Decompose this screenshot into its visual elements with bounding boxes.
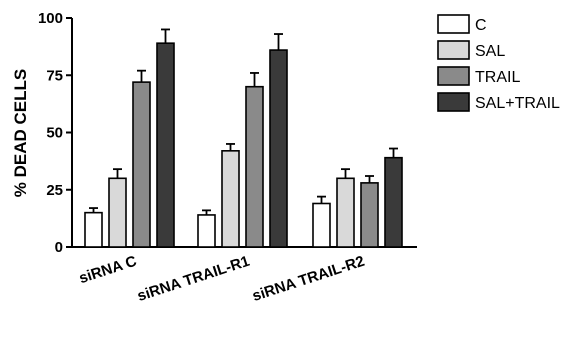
legend-label: TRAIL [475, 69, 520, 86]
y-axis: 0 25 50 75 100 [38, 10, 417, 256]
category-label-sirna-trail-r1: siRNA TRAIL-R1 [135, 253, 251, 305]
legend-swatch [437, 40, 470, 60]
bar-sirna-trail-r2-sal-trail [384, 156, 403, 248]
y-tick-label: 0 [55, 239, 63, 256]
bar-groups [84, 28, 403, 248]
bar-sirna-trail-r2-sal [336, 177, 355, 248]
legend-item-sal: SAL [437, 40, 505, 60]
category-label-sirna-c: siRNA C [77, 253, 139, 288]
legend-item-sal-trail: SAL+TRAIL [437, 92, 560, 112]
legend-swatch [437, 66, 470, 86]
bar-group-sirna-trail-r1 [197, 33, 288, 248]
bar-sirna-c-sal [108, 177, 127, 248]
category-label-sirna-trail-r2: siRNA TRAIL-R2 [250, 253, 366, 305]
legend-label: SAL+TRAIL [475, 95, 560, 112]
legend: C SAL TRAIL SAL+TRAIL [437, 14, 560, 112]
legend-swatch [437, 92, 470, 112]
bar-sirna-c-c [84, 211, 103, 248]
bar-sirna-c-trail [132, 81, 151, 248]
legend-item-trail: TRAIL [437, 66, 520, 86]
legend-item-c: C [437, 14, 487, 34]
bar-group-sirna-c [84, 28, 175, 248]
legend-label: SAL [475, 43, 505, 60]
y-tick-label: 100 [38, 10, 63, 27]
legend-swatch [437, 14, 470, 34]
bar-group-sirna-trail-r2 [312, 147, 403, 248]
bar-sirna-trail-r2-trail [360, 182, 379, 248]
y-tick-label: 50 [46, 125, 63, 142]
bar-sirna-trail-r2-c [312, 202, 331, 248]
bar-sirna-trail-r1-c [197, 214, 216, 248]
bar-sirna-trail-r1-sal [221, 150, 240, 248]
bar-sirna-c-sal-trail [156, 42, 175, 248]
y-tick-label: 75 [46, 67, 63, 84]
bar-sirna-trail-r1-trail [245, 85, 264, 248]
y-axis-label: % DEAD CELLS [11, 69, 30, 197]
y-tick-label: 25 [46, 182, 63, 199]
bar-sirna-trail-r1-sal-trail [269, 49, 288, 248]
legend-label: C [475, 17, 487, 34]
